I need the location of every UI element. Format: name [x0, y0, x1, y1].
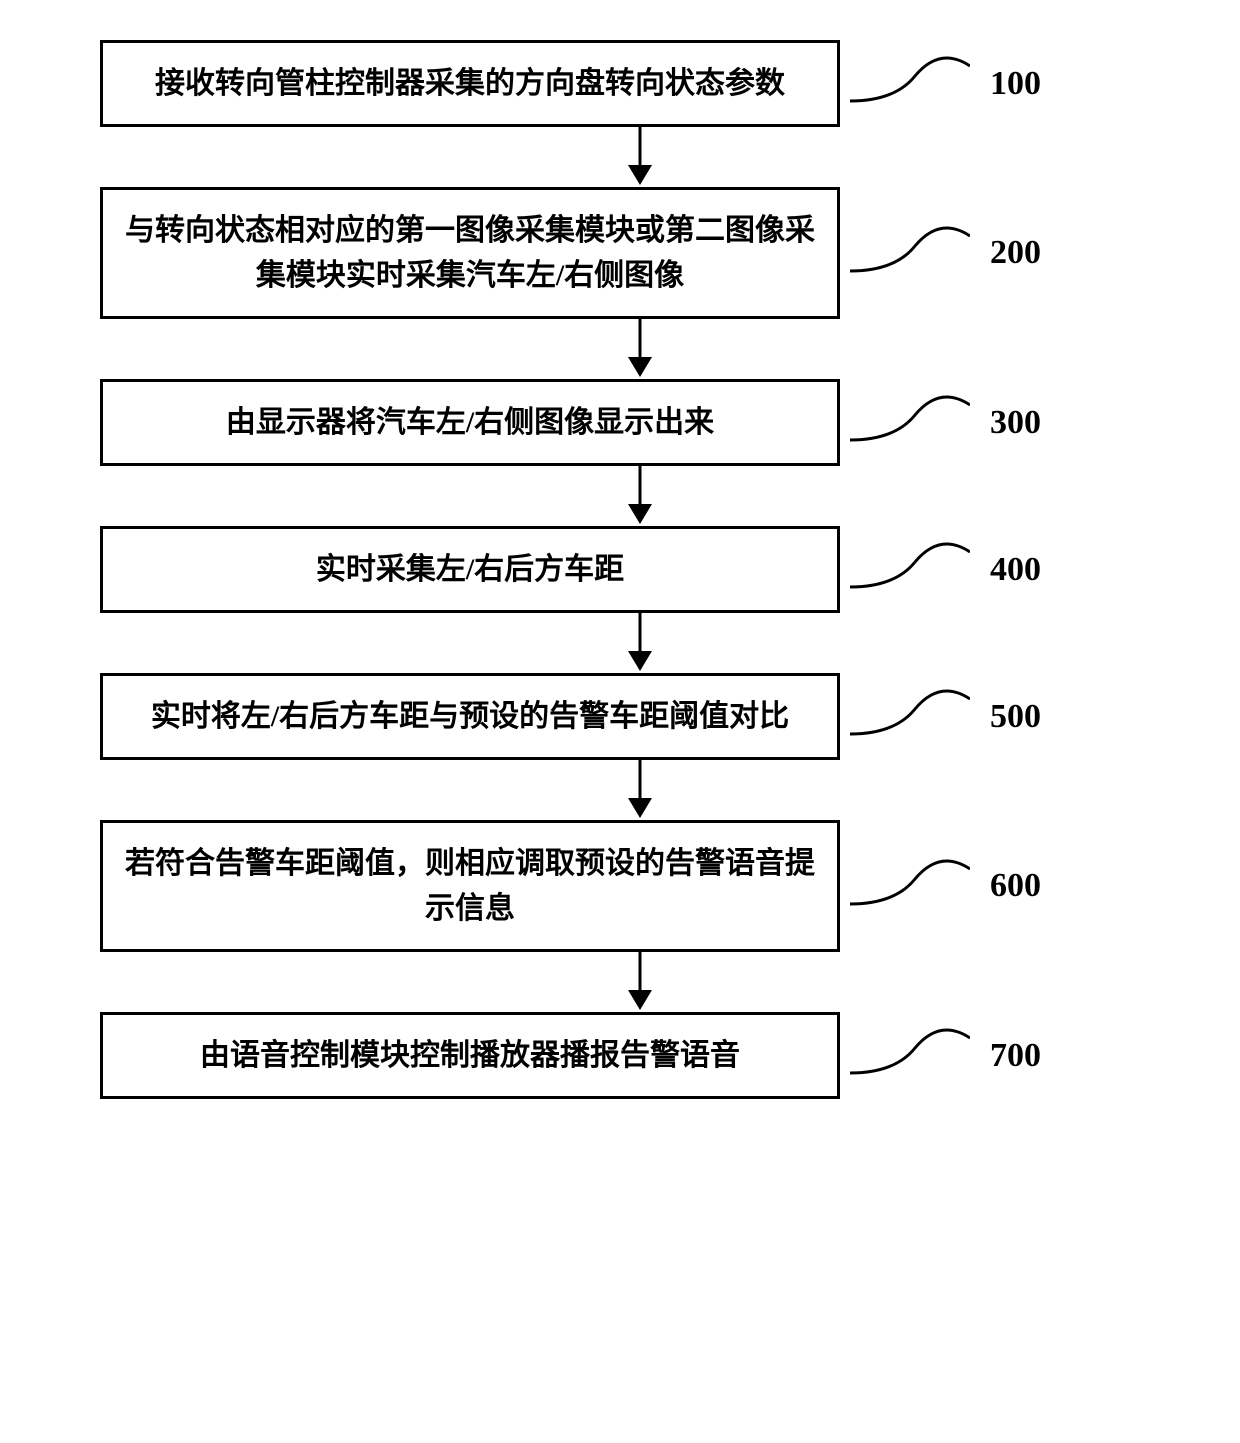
arrow-down — [270, 613, 1010, 673]
flow-step-box: 实时采集左/右后方车距 — [100, 526, 840, 613]
step-label: 500 — [990, 698, 1041, 736]
step-label: 100 — [990, 65, 1041, 103]
step-label: 300 — [990, 404, 1041, 442]
flow-step-row: 实时将左/右后方车距与预设的告警车距阈值对比 500 — [60, 673, 1180, 760]
connector-group: 500 — [850, 679, 1041, 754]
curve-connector-icon — [850, 385, 970, 460]
flow-step-text: 实时采集左/右后方车距 — [316, 547, 624, 592]
arrow-down — [270, 952, 1010, 1012]
connector-group: 600 — [850, 849, 1041, 924]
flowchart-container: 接收转向管柱控制器采集的方向盘转向状态参数 100 与转向状态相对应的第一图像采… — [60, 40, 1180, 1099]
curve-connector-icon — [850, 849, 970, 924]
arrow-down-icon — [620, 319, 660, 379]
step-label: 700 — [990, 1037, 1041, 1075]
flow-step-row: 接收转向管柱控制器采集的方向盘转向状态参数 100 — [60, 40, 1180, 127]
flow-step-row: 由显示器将汽车左/右侧图像显示出来 300 — [60, 379, 1180, 466]
arrow-down-icon — [620, 760, 660, 820]
arrow-down — [270, 319, 1010, 379]
step-label: 200 — [990, 234, 1041, 272]
flow-step-text: 由显示器将汽车左/右侧图像显示出来 — [226, 400, 714, 445]
step-label: 400 — [990, 551, 1041, 589]
flow-step-text: 接收转向管柱控制器采集的方向盘转向状态参数 — [155, 61, 785, 106]
flow-step-box: 若符合告警车距阈值，则相应调取预设的告警语音提示信息 — [100, 820, 840, 952]
flow-step-box: 接收转向管柱控制器采集的方向盘转向状态参数 — [100, 40, 840, 127]
flow-step-box: 由显示器将汽车左/右侧图像显示出来 — [100, 379, 840, 466]
connector-group: 200 — [850, 216, 1041, 291]
flow-step-text: 实时将左/右后方车距与预设的告警车距阈值对比 — [151, 694, 789, 739]
flow-step-text: 若符合告警车距阈值，则相应调取预设的告警语音提示信息 — [123, 841, 817, 931]
curve-connector-icon — [850, 216, 970, 291]
flow-step-text: 由语音控制模块控制播放器播报告警语音 — [200, 1033, 740, 1078]
flow-step-box: 实时将左/右后方车距与预设的告警车距阈值对比 — [100, 673, 840, 760]
curve-connector-icon — [850, 532, 970, 607]
arrow-down — [270, 127, 1010, 187]
connector-group: 100 — [850, 46, 1041, 121]
curve-connector-icon — [850, 1018, 970, 1093]
flow-step-box: 与转向状态相对应的第一图像采集模块或第二图像采集模块实时采集汽车左/右侧图像 — [100, 187, 840, 319]
flow-step-box: 由语音控制模块控制播放器播报告警语音 — [100, 1012, 840, 1099]
arrow-down — [270, 760, 1010, 820]
arrow-down-icon — [620, 466, 660, 526]
connector-group: 300 — [850, 385, 1041, 460]
flow-step-text: 与转向状态相对应的第一图像采集模块或第二图像采集模块实时采集汽车左/右侧图像 — [123, 208, 817, 298]
arrow-down-icon — [620, 952, 660, 1012]
curve-connector-icon — [850, 679, 970, 754]
arrow-down-icon — [620, 613, 660, 673]
arrow-down — [270, 466, 1010, 526]
flow-step-row: 实时采集左/右后方车距 400 — [60, 526, 1180, 613]
flow-step-row: 若符合告警车距阈值，则相应调取预设的告警语音提示信息 600 — [60, 820, 1180, 952]
arrow-down-icon — [620, 127, 660, 187]
step-label: 600 — [990, 867, 1041, 905]
connector-group: 700 — [850, 1018, 1041, 1093]
flow-step-row: 与转向状态相对应的第一图像采集模块或第二图像采集模块实时采集汽车左/右侧图像 2… — [60, 187, 1180, 319]
curve-connector-icon — [850, 46, 970, 121]
connector-group: 400 — [850, 532, 1041, 607]
flow-step-row: 由语音控制模块控制播放器播报告警语音 700 — [60, 1012, 1180, 1099]
